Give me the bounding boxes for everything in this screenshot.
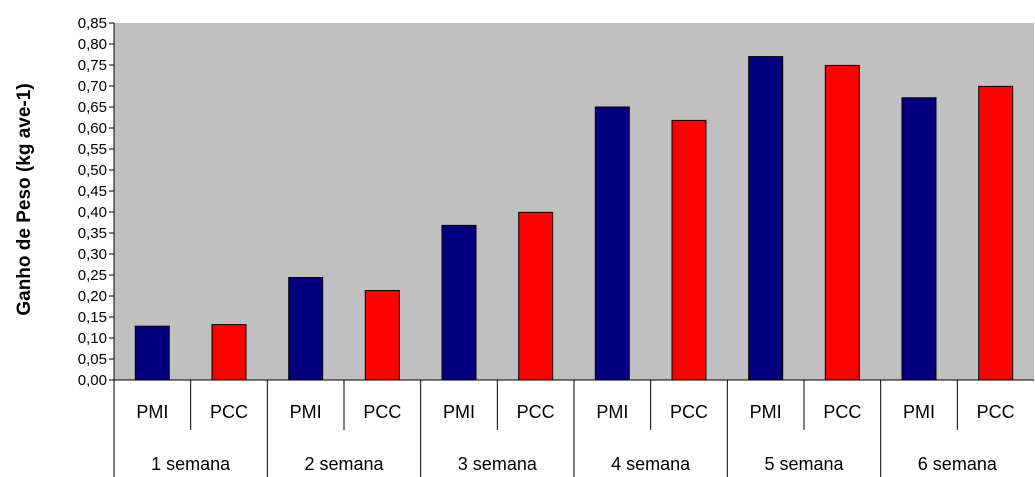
y-tick-label: 0,80 (78, 36, 107, 53)
bar-3-pmi (288, 277, 324, 381)
x-category-label: PMI (443, 402, 475, 422)
x-group-label: 4 semana (611, 454, 691, 474)
y-tick-label: 0,85 (78, 15, 107, 32)
bar-5-pmi (441, 224, 477, 381)
x-group-label: 1 semana (151, 454, 231, 474)
y-tick-label: 0,10 (78, 330, 107, 347)
plot-area (114, 23, 1034, 380)
bar-4-pcc (364, 290, 400, 381)
x-group-label: 6 semana (918, 454, 998, 474)
bar-9-pmi (748, 56, 784, 381)
x-category-label: PCC (823, 402, 861, 422)
y-tick-label: 0,50 (78, 162, 107, 179)
y-tick-label: 0,05 (78, 351, 107, 368)
y-axis-label: Ganho de Peso (kg ave-1) (14, 83, 35, 315)
x-category-label: PCC (670, 402, 708, 422)
x-group-label: 3 semana (458, 454, 538, 474)
bar-10-pcc (824, 64, 860, 381)
y-tick-label: 0,00 (78, 372, 107, 389)
bar-12-pcc (978, 85, 1014, 381)
bar-8-pcc (671, 119, 707, 381)
bar-1-pmi (134, 325, 170, 381)
x-category-label: PCC (363, 402, 401, 422)
y-tick-label: 0,75 (78, 57, 107, 74)
y-tick-label: 0,45 (78, 183, 107, 200)
y-tick-label: 0,35 (78, 225, 107, 242)
y-tick-label: 0,55 (78, 141, 107, 158)
x-category-label: PMI (596, 402, 628, 422)
y-tick-label: 0,25 (78, 267, 107, 284)
y-tick-label: 0,60 (78, 120, 107, 137)
x-group-label: 2 semana (304, 454, 384, 474)
y-tick-label: 0,65 (78, 99, 107, 116)
x-category-label: PCC (977, 402, 1015, 422)
x-category-label: PMI (290, 402, 322, 422)
y-tick-label: 0,40 (78, 204, 107, 221)
bar-11-pmi (901, 97, 937, 381)
bar-7-pmi (594, 106, 630, 381)
bars (134, 56, 1014, 381)
y-axis: 0,00 0,05 0,10 0,15 0,20 0,25 0,30 0,35 0,40 0,45… (78, 15, 115, 389)
x-category-label: PCC (517, 402, 555, 422)
x-group-label: 5 semana (764, 454, 844, 474)
x-category-label: PMI (136, 402, 168, 422)
x-category-label: PCC (210, 402, 248, 422)
bar-2-pcc (211, 324, 247, 381)
bar-6-pcc (518, 211, 554, 381)
y-tick-label: 0,20 (78, 288, 107, 305)
x-category-label: PMI (750, 402, 782, 422)
y-tick-label: 0,15 (78, 309, 107, 326)
y-tick-label: 0,70 (78, 78, 107, 95)
y-tick-label: 0,30 (78, 246, 107, 263)
x-axis: PMI PCC PMI PCC PMI PCC PMI PCC PMI PCC PMI PCC 1 se… (113, 379, 1034, 477)
x-category-label: PMI (903, 402, 935, 422)
